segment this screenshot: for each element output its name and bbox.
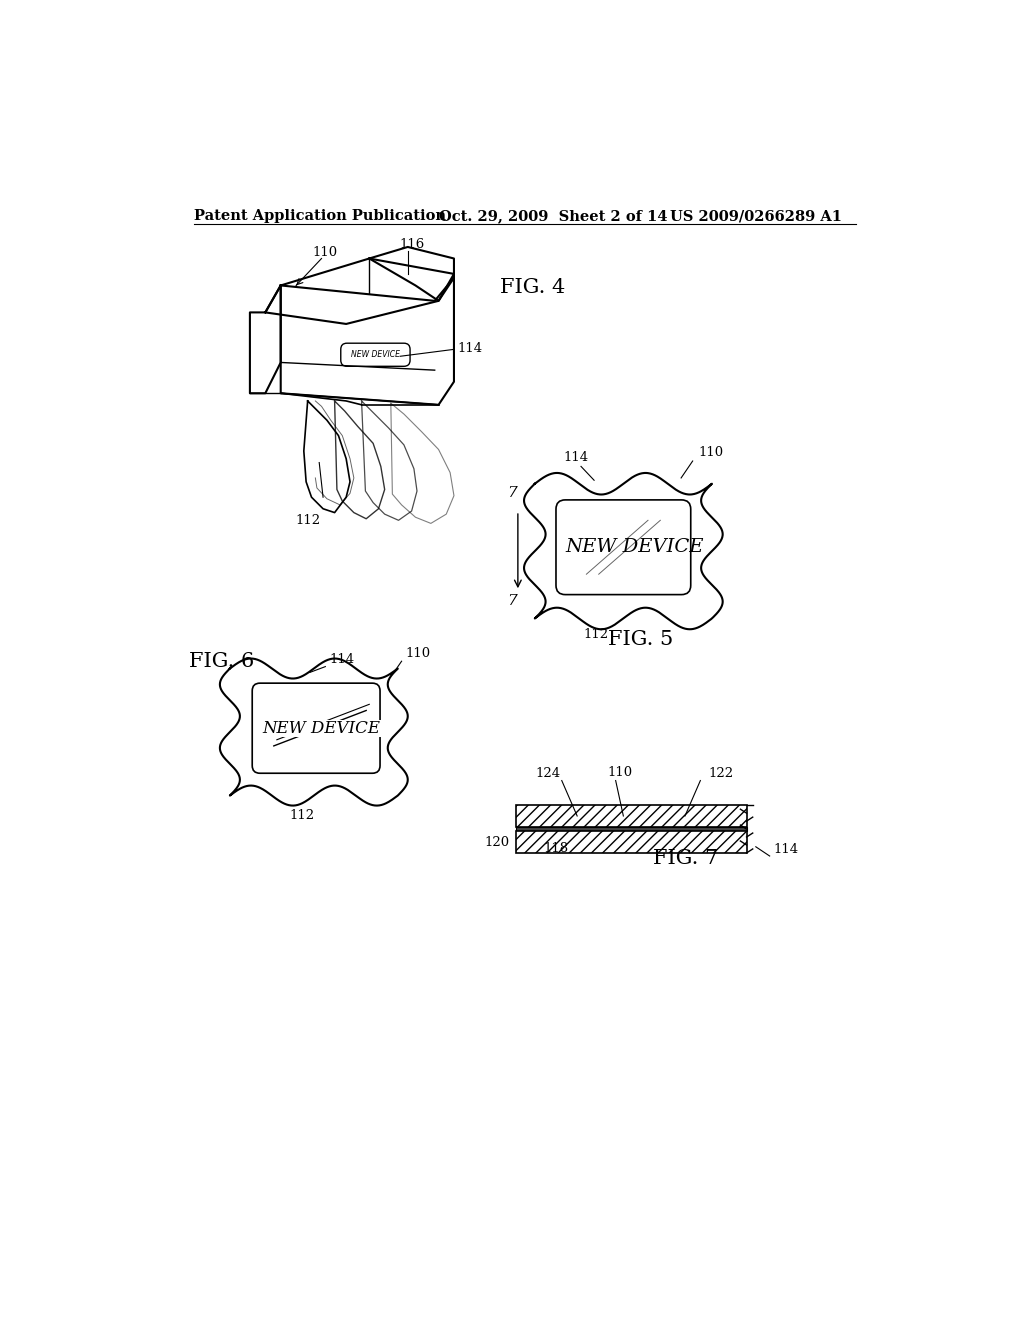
- Text: 112: 112: [584, 628, 609, 642]
- Text: 114: 114: [458, 342, 483, 355]
- Bar: [515, 805, 746, 826]
- Text: 110: 110: [698, 446, 724, 459]
- Text: NEW DEVICE: NEW DEVICE: [262, 719, 381, 737]
- Bar: [515, 826, 746, 832]
- Bar: [515, 832, 746, 853]
- Text: 118: 118: [543, 842, 568, 855]
- Text: FIG. 7: FIG. 7: [652, 849, 718, 867]
- Text: 122: 122: [708, 767, 733, 780]
- Text: Oct. 29, 2009  Sheet 2 of 14: Oct. 29, 2009 Sheet 2 of 14: [438, 209, 667, 223]
- Text: 110: 110: [607, 766, 632, 779]
- Text: 116: 116: [399, 238, 424, 251]
- Text: NEW DEVICE: NEW DEVICE: [565, 539, 705, 556]
- Text: 120: 120: [484, 836, 509, 849]
- Text: 114: 114: [773, 843, 799, 855]
- Text: 114: 114: [330, 653, 354, 665]
- Text: 124: 124: [536, 767, 560, 780]
- Text: 112: 112: [290, 809, 314, 822]
- Text: 7: 7: [507, 486, 516, 500]
- Text: 114: 114: [563, 451, 588, 465]
- Text: FIG. 4: FIG. 4: [500, 279, 565, 297]
- Text: 110: 110: [406, 647, 430, 660]
- Text: US 2009/0266289 A1: US 2009/0266289 A1: [670, 209, 842, 223]
- Text: FIG. 6: FIG. 6: [189, 652, 254, 671]
- Text: 7: 7: [507, 594, 516, 609]
- Text: 110: 110: [312, 246, 337, 259]
- Text: FIG. 5: FIG. 5: [608, 630, 673, 649]
- Text: Patent Application Publication: Patent Application Publication: [194, 209, 445, 223]
- Text: NEW DEVICE: NEW DEVICE: [351, 350, 400, 359]
- Text: 112: 112: [295, 513, 321, 527]
